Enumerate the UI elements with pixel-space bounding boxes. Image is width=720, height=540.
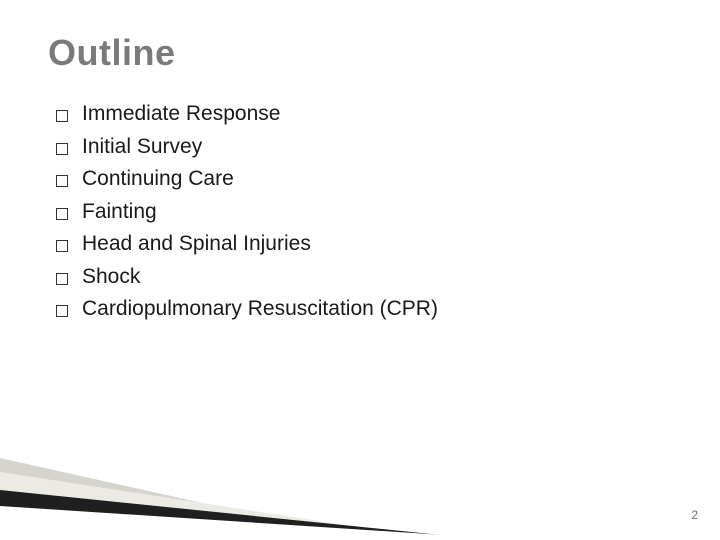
square-bullet-icon [56, 305, 68, 317]
list-item: Cardiopulmonary Resuscitation (CPR) [56, 293, 672, 326]
wedge-layer [0, 506, 520, 540]
square-bullet-icon [56, 110, 68, 122]
list-item: Head and Spinal Injuries [56, 228, 672, 261]
list-item: Immediate Response [56, 98, 672, 131]
wedge-layer [0, 458, 360, 538]
bullet-text: Fainting [82, 196, 157, 229]
list-item: Fainting [56, 196, 672, 229]
bullet-text: Head and Spinal Injuries [82, 228, 311, 261]
square-bullet-icon [56, 143, 68, 155]
square-bullet-icon [56, 240, 68, 252]
wedge-layer [0, 472, 430, 538]
list-item: Continuing Care [56, 163, 672, 196]
list-item: Shock [56, 261, 672, 294]
bullet-text: Continuing Care [82, 163, 234, 196]
bullet-text: Immediate Response [82, 98, 280, 131]
slide: Outline Immediate Response Initial Surve… [0, 0, 720, 540]
page-number: 2 [691, 508, 698, 522]
bullet-text: Initial Survey [82, 131, 202, 164]
square-bullet-icon [56, 175, 68, 187]
square-bullet-icon [56, 208, 68, 220]
square-bullet-icon [56, 273, 68, 285]
bullet-text: Shock [82, 261, 140, 294]
slide-title: Outline [48, 32, 672, 74]
list-item: Initial Survey [56, 131, 672, 164]
bullet-text: Cardiopulmonary Resuscitation (CPR) [82, 293, 438, 326]
decorative-wedge [0, 380, 720, 540]
bullet-list: Immediate Response Initial Survey Contin… [48, 98, 672, 326]
wedge-layer [0, 490, 470, 538]
